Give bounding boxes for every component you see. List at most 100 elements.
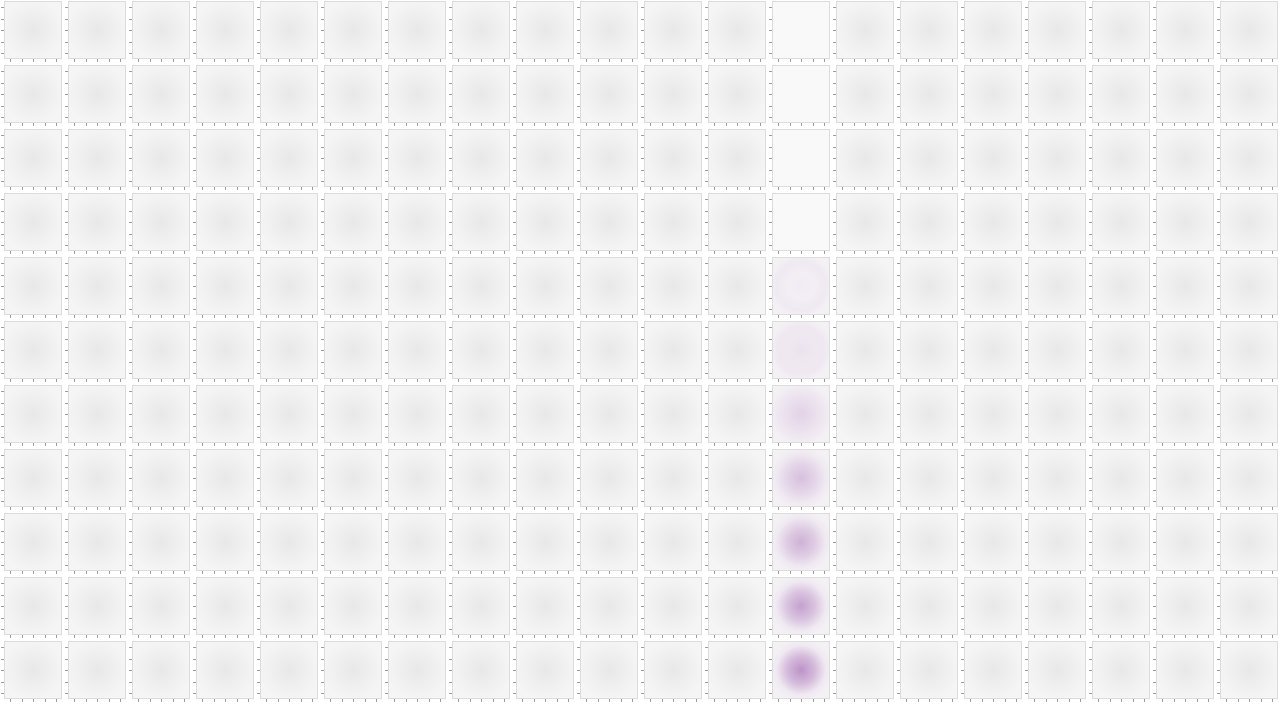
y-tick xyxy=(577,222,580,223)
y-tick xyxy=(65,583,68,584)
x-tick xyxy=(917,187,919,190)
panel-r3-c19 xyxy=(1220,193,1278,251)
panel-r3-c7 xyxy=(452,193,510,251)
x-tick xyxy=(1004,59,1006,62)
x-tick xyxy=(1249,571,1250,574)
y-tick xyxy=(1217,233,1220,235)
x-tick xyxy=(906,379,907,382)
y-tick xyxy=(961,210,964,212)
panel-r2-c8 xyxy=(516,129,574,187)
y-tick xyxy=(641,181,644,182)
x-tick xyxy=(696,251,697,254)
panel-heat xyxy=(517,514,573,570)
y-tick xyxy=(769,647,772,648)
panel-heat xyxy=(1029,578,1085,634)
y-tick xyxy=(129,274,132,276)
y-tick xyxy=(193,583,196,584)
panel-heat xyxy=(773,66,829,122)
x-tick xyxy=(906,251,907,254)
y-tick xyxy=(65,210,68,212)
y-tick xyxy=(1153,146,1156,148)
y-tick xyxy=(961,553,964,555)
y-tick xyxy=(1,274,4,276)
y-tick xyxy=(769,391,772,392)
x-tick xyxy=(1272,187,1273,190)
panel-r10-c16 xyxy=(1028,641,1086,699)
y-tick xyxy=(1153,199,1156,200)
x-tick xyxy=(353,251,354,254)
x-tick xyxy=(184,635,185,638)
y-tick xyxy=(833,199,836,200)
y-tick xyxy=(1153,414,1156,415)
panel-r0-c16 xyxy=(1028,1,1086,59)
x-tick xyxy=(1237,187,1239,190)
y-tick xyxy=(1153,425,1156,427)
y-tick xyxy=(1089,437,1092,438)
y-tick xyxy=(129,629,132,630)
x-tick xyxy=(1080,635,1081,638)
x-tick xyxy=(236,443,238,446)
x-tick xyxy=(184,59,185,62)
x-tick xyxy=(1185,443,1186,446)
y-tick xyxy=(257,94,260,95)
x-tick xyxy=(277,187,279,190)
y-tick xyxy=(193,629,196,630)
x-tick xyxy=(725,123,727,126)
x-tick xyxy=(149,635,151,638)
x-tick xyxy=(1098,507,1099,510)
x-tick xyxy=(469,187,471,190)
y-tick xyxy=(513,297,516,299)
y-tick xyxy=(193,41,196,43)
y-tick xyxy=(1217,658,1220,660)
panel-r0-c3 xyxy=(196,1,254,59)
panel-r5-c7 xyxy=(452,321,510,379)
y-tick xyxy=(769,414,772,415)
x-tick xyxy=(330,443,331,446)
y-tick xyxy=(1217,286,1220,287)
x-tick xyxy=(481,251,482,254)
x-tick xyxy=(56,251,57,254)
y-tick xyxy=(1,82,4,84)
panel-r7-c5 xyxy=(324,449,382,507)
y-tick xyxy=(1025,617,1028,619)
panel-r7-c8 xyxy=(516,449,574,507)
y-tick xyxy=(193,617,196,619)
x-tick xyxy=(801,379,802,382)
x-tick xyxy=(213,507,215,510)
x-tick xyxy=(1132,59,1134,62)
x-tick xyxy=(929,187,930,190)
y-tick xyxy=(1153,391,1156,392)
x-tick xyxy=(556,507,558,510)
y-tick xyxy=(1217,530,1220,532)
x-tick xyxy=(330,251,331,254)
panel-r5-c2 xyxy=(132,321,190,379)
panel-r0-c4 xyxy=(260,1,318,59)
y-tick xyxy=(705,135,708,136)
x-tick xyxy=(1068,123,1070,126)
y-tick xyxy=(385,71,388,72)
x-tick xyxy=(876,507,878,510)
y-tick xyxy=(513,18,516,20)
y-tick xyxy=(513,181,516,182)
panel-r6-c7 xyxy=(452,385,510,443)
x-tick xyxy=(341,123,343,126)
x-tick xyxy=(1068,507,1070,510)
y-tick xyxy=(1153,478,1156,479)
x-tick xyxy=(44,699,46,702)
x-tick xyxy=(1034,187,1035,190)
y-tick xyxy=(961,414,964,415)
y-tick xyxy=(769,210,772,212)
y-tick xyxy=(961,647,964,648)
panel-heat xyxy=(837,386,893,442)
y-tick xyxy=(961,606,964,607)
y-tick xyxy=(385,373,388,374)
x-tick xyxy=(97,315,98,318)
y-tick xyxy=(833,658,836,660)
y-tick xyxy=(65,7,68,8)
y-tick xyxy=(833,425,836,427)
y-tick xyxy=(577,297,580,299)
x-tick xyxy=(952,59,953,62)
x-tick xyxy=(801,59,802,62)
y-tick xyxy=(897,553,900,555)
x-tick xyxy=(492,187,494,190)
